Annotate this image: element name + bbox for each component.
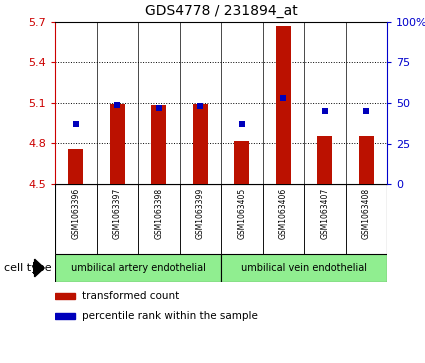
Text: umbilical artery endothelial: umbilical artery endothelial [71,263,205,273]
Text: GSM1063397: GSM1063397 [113,188,122,239]
Text: GSM1063407: GSM1063407 [320,188,329,239]
Point [321,108,328,114]
Point [363,108,370,114]
Title: GDS4778 / 231894_at: GDS4778 / 231894_at [144,4,298,18]
FancyArrow shape [33,259,44,277]
Text: GSM1063399: GSM1063399 [196,188,205,239]
Bar [55,254,221,282]
Text: GSM1063396: GSM1063396 [71,188,80,239]
Bar [276,26,291,184]
Bar [151,105,166,184]
Point [72,121,79,127]
Bar [221,254,387,282]
Bar [193,104,207,184]
Text: GSM1063408: GSM1063408 [362,188,371,238]
Point [238,121,245,127]
Bar [68,149,83,184]
Bar [235,142,249,184]
Bar [317,136,332,184]
Text: GSM1063406: GSM1063406 [279,188,288,239]
Text: GSM1063398: GSM1063398 [154,188,163,238]
Text: umbilical vein endothelial: umbilical vein endothelial [241,263,367,273]
Bar [110,104,125,184]
Text: transformed count: transformed count [82,291,179,301]
Bar [359,136,374,184]
Point [280,95,286,101]
Bar [55,293,75,299]
Point [156,105,162,111]
Bar [55,313,75,319]
Text: GSM1063405: GSM1063405 [237,188,246,239]
Point [114,102,121,107]
Text: percentile rank within the sample: percentile rank within the sample [82,311,258,321]
Point [197,103,204,109]
Text: cell type: cell type [4,263,52,273]
